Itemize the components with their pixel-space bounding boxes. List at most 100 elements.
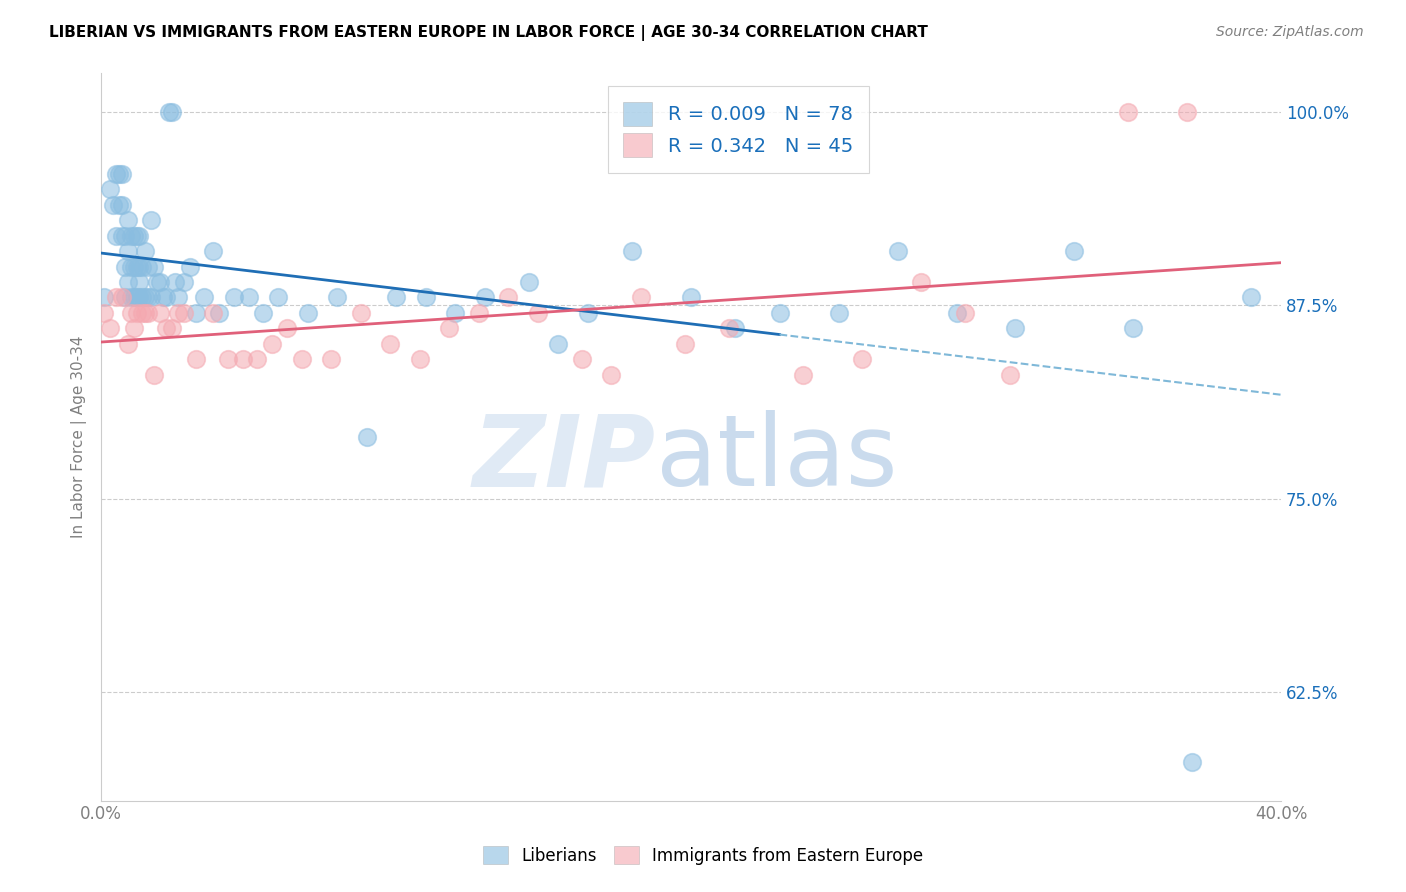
- Point: [152, 290, 174, 304]
- Point: [141, 213, 163, 227]
- Point: [163, 275, 186, 289]
- Legend: Liberians, Immigrants from Eastern Europe: Liberians, Immigrants from Eastern Europ…: [475, 838, 931, 873]
- Point: [104, 167, 127, 181]
- Point: [122, 290, 145, 304]
- Point: [380, 337, 402, 351]
- Point: [111, 290, 134, 304]
- Point: [120, 306, 142, 320]
- Point: [155, 321, 177, 335]
- Point: [496, 290, 519, 304]
- Point: [131, 290, 153, 304]
- Point: [114, 260, 136, 274]
- Point: [326, 290, 349, 304]
- Point: [385, 290, 408, 304]
- Point: [101, 197, 124, 211]
- Point: [851, 352, 873, 367]
- Point: [467, 306, 489, 320]
- Point: [1063, 244, 1085, 258]
- Text: LIBERIAN VS IMMIGRANTS FROM EASTERN EUROPE IN LABOR FORCE | AGE 30-34 CORRELATIO: LIBERIAN VS IMMIGRANTS FROM EASTERN EURO…: [49, 25, 928, 41]
- Point: [120, 290, 142, 304]
- Point: [1004, 321, 1026, 335]
- Point: [437, 321, 460, 335]
- Point: [114, 290, 136, 304]
- Point: [104, 228, 127, 243]
- Point: [910, 275, 932, 289]
- Point: [104, 290, 127, 304]
- Point: [108, 167, 131, 181]
- Text: atlas: atlas: [655, 410, 897, 508]
- Point: [131, 260, 153, 274]
- Point: [246, 352, 269, 367]
- Point: [98, 182, 121, 196]
- Point: [125, 290, 148, 304]
- Point: [125, 306, 148, 320]
- Point: [945, 306, 967, 320]
- Point: [122, 321, 145, 335]
- Point: [415, 290, 437, 304]
- Point: [128, 260, 150, 274]
- Point: [93, 306, 115, 320]
- Point: [232, 352, 254, 367]
- Point: [111, 197, 134, 211]
- Point: [146, 275, 169, 289]
- Point: [1122, 321, 1144, 335]
- Point: [679, 290, 702, 304]
- Point: [143, 260, 166, 274]
- Point: [276, 321, 298, 335]
- Point: [526, 306, 548, 320]
- Point: [131, 306, 153, 320]
- Point: [1116, 104, 1139, 119]
- Point: [134, 244, 156, 258]
- Point: [408, 352, 430, 367]
- Point: [222, 290, 245, 304]
- Point: [217, 352, 239, 367]
- Point: [267, 290, 290, 304]
- Point: [149, 275, 172, 289]
- Point: [108, 197, 131, 211]
- Point: [173, 275, 195, 289]
- Point: [98, 321, 121, 335]
- Point: [444, 306, 467, 320]
- Y-axis label: In Labor Force | Age 30-34: In Labor Force | Age 30-34: [72, 335, 87, 538]
- Point: [547, 337, 569, 351]
- Point: [117, 275, 139, 289]
- Point: [111, 167, 134, 181]
- Point: [193, 290, 215, 304]
- Point: [117, 213, 139, 227]
- Point: [291, 352, 314, 367]
- Point: [120, 260, 142, 274]
- Point: [238, 290, 260, 304]
- Point: [571, 352, 593, 367]
- Point: [157, 104, 180, 119]
- Point: [166, 306, 188, 320]
- Point: [166, 290, 188, 304]
- Point: [125, 228, 148, 243]
- Text: Source: ZipAtlas.com: Source: ZipAtlas.com: [1216, 25, 1364, 39]
- Point: [122, 228, 145, 243]
- Point: [134, 306, 156, 320]
- Point: [792, 368, 814, 382]
- Point: [134, 290, 156, 304]
- Point: [128, 228, 150, 243]
- Point: [184, 352, 207, 367]
- Point: [630, 290, 652, 304]
- Point: [576, 306, 599, 320]
- Point: [718, 321, 741, 335]
- Point: [1240, 290, 1263, 304]
- Point: [160, 321, 183, 335]
- Point: [93, 290, 115, 304]
- Point: [111, 228, 134, 243]
- Legend: R = 0.009   N = 78, R = 0.342   N = 45: R = 0.009 N = 78, R = 0.342 N = 45: [607, 87, 869, 173]
- Point: [120, 228, 142, 243]
- Point: [517, 275, 540, 289]
- Point: [724, 321, 747, 335]
- Point: [886, 244, 908, 258]
- Point: [600, 368, 623, 382]
- Point: [356, 430, 378, 444]
- Point: [768, 306, 790, 320]
- Point: [621, 244, 644, 258]
- Point: [474, 290, 496, 304]
- Point: [122, 260, 145, 274]
- Point: [350, 306, 373, 320]
- Point: [117, 244, 139, 258]
